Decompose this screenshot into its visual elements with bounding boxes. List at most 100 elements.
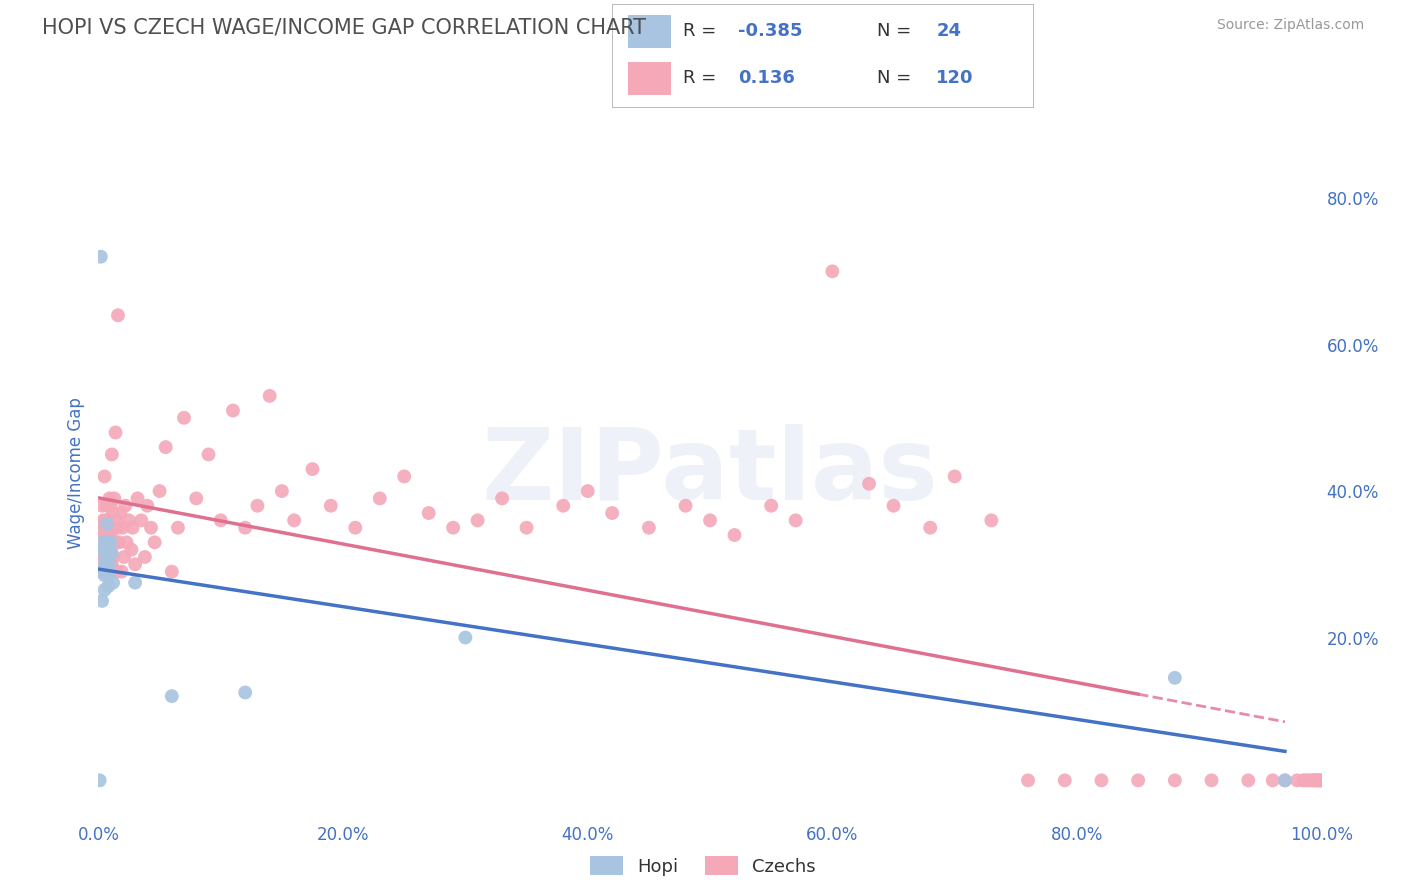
Point bbox=[111, 565, 134, 579]
Point bbox=[441, 521, 464, 535]
Text: R =: R = bbox=[683, 22, 723, 40]
Point bbox=[368, 491, 391, 506]
Point bbox=[90, 250, 112, 264]
Point bbox=[1274, 773, 1296, 788]
Point bbox=[94, 528, 117, 542]
Point bbox=[98, 542, 121, 557]
Point bbox=[108, 535, 131, 549]
Point bbox=[1308, 773, 1330, 788]
Point bbox=[98, 491, 121, 506]
Point bbox=[675, 499, 697, 513]
Point bbox=[160, 689, 183, 703]
Point bbox=[1306, 773, 1329, 788]
Point bbox=[101, 575, 124, 590]
Point bbox=[105, 565, 128, 579]
Point bbox=[160, 565, 183, 579]
Point bbox=[114, 499, 136, 513]
Point bbox=[1305, 773, 1327, 788]
Point bbox=[197, 447, 219, 461]
Point bbox=[91, 542, 114, 557]
Point bbox=[491, 491, 513, 506]
Point bbox=[97, 568, 120, 582]
Legend: Hopi, Czechs: Hopi, Czechs bbox=[583, 849, 823, 883]
Point bbox=[1306, 773, 1329, 788]
Point bbox=[91, 542, 114, 557]
Point bbox=[943, 469, 966, 483]
Point bbox=[129, 513, 152, 527]
Point bbox=[91, 535, 114, 549]
Point bbox=[97, 513, 120, 527]
Point bbox=[91, 499, 114, 513]
Point bbox=[111, 521, 134, 535]
Point bbox=[101, 546, 124, 560]
Point bbox=[93, 469, 115, 483]
Point bbox=[107, 308, 129, 322]
Point bbox=[105, 513, 128, 527]
Point bbox=[1201, 773, 1223, 788]
Point bbox=[1296, 773, 1319, 788]
Text: 24: 24 bbox=[936, 22, 962, 40]
Point bbox=[91, 594, 114, 608]
Point bbox=[173, 410, 195, 425]
Point bbox=[1303, 773, 1326, 788]
Point bbox=[785, 513, 807, 527]
Point bbox=[110, 506, 132, 520]
Point bbox=[1017, 773, 1039, 788]
Text: Source: ZipAtlas.com: Source: ZipAtlas.com bbox=[1216, 18, 1364, 32]
Point bbox=[103, 521, 125, 535]
Point bbox=[259, 389, 281, 403]
Point bbox=[100, 542, 122, 557]
Point bbox=[96, 499, 118, 513]
Point bbox=[101, 521, 124, 535]
Text: N =: N = bbox=[877, 22, 917, 40]
Point bbox=[96, 521, 118, 535]
Point bbox=[94, 558, 117, 572]
Point bbox=[186, 491, 208, 506]
Point bbox=[301, 462, 323, 476]
Point bbox=[121, 521, 143, 535]
Point bbox=[107, 521, 129, 535]
Point bbox=[553, 499, 575, 513]
Point bbox=[149, 484, 172, 499]
Point bbox=[980, 513, 1002, 527]
Point bbox=[89, 773, 111, 788]
Text: 0.136: 0.136 bbox=[738, 70, 794, 87]
Text: HOPI VS CZECH WAGE/INCOME GAP CORRELATION CHART: HOPI VS CZECH WAGE/INCOME GAP CORRELATIO… bbox=[42, 18, 647, 37]
Point bbox=[1286, 773, 1309, 788]
Point bbox=[96, 549, 118, 564]
Point bbox=[883, 499, 905, 513]
Point bbox=[97, 535, 120, 549]
Point bbox=[97, 579, 120, 593]
Point bbox=[1090, 773, 1112, 788]
Point bbox=[467, 513, 489, 527]
Point bbox=[1295, 773, 1317, 788]
Text: 120: 120 bbox=[936, 70, 974, 87]
Point bbox=[1310, 773, 1333, 788]
Point bbox=[136, 499, 159, 513]
Point bbox=[1053, 773, 1076, 788]
Point bbox=[515, 521, 537, 535]
Point bbox=[96, 535, 118, 549]
Point bbox=[124, 575, 146, 590]
Bar bbox=[628, 62, 671, 95]
Point bbox=[98, 558, 121, 572]
Point bbox=[761, 499, 783, 513]
Point bbox=[1292, 773, 1315, 788]
Point bbox=[600, 506, 623, 520]
Point bbox=[344, 521, 367, 535]
Point bbox=[91, 528, 114, 542]
Point bbox=[94, 513, 117, 527]
Y-axis label: Wage/Income Gap: Wage/Income Gap bbox=[66, 397, 84, 549]
Point bbox=[134, 549, 156, 564]
Point bbox=[93, 521, 115, 535]
Point bbox=[418, 506, 440, 520]
Bar bbox=[628, 14, 671, 47]
Point bbox=[124, 558, 146, 572]
Point bbox=[104, 425, 127, 440]
Text: R =: R = bbox=[683, 70, 723, 87]
Point bbox=[101, 535, 124, 549]
Point bbox=[283, 513, 305, 527]
Point bbox=[920, 521, 942, 535]
Point bbox=[91, 513, 114, 527]
Point bbox=[100, 549, 122, 564]
